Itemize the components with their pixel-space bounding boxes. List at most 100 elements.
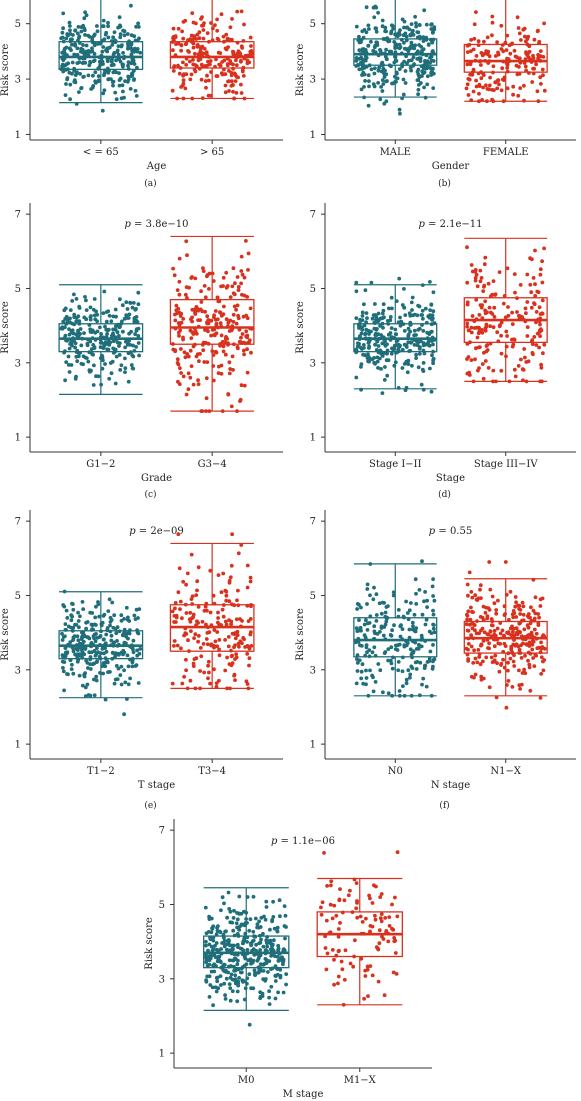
data-point bbox=[531, 656, 535, 660]
data-point bbox=[102, 88, 107, 93]
data-point bbox=[219, 333, 224, 338]
data-point bbox=[92, 52, 97, 56]
data-point bbox=[248, 917, 253, 922]
data-point bbox=[235, 917, 240, 922]
data-point bbox=[493, 653, 498, 658]
data-point bbox=[416, 87, 421, 92]
data-point bbox=[175, 288, 180, 292]
data-point bbox=[506, 660, 510, 665]
data-point bbox=[229, 972, 234, 977]
data-point bbox=[366, 103, 371, 108]
data-point bbox=[412, 343, 417, 347]
data-point bbox=[189, 629, 193, 633]
data-point bbox=[381, 325, 385, 330]
data-point bbox=[386, 604, 390, 608]
data-point bbox=[488, 629, 493, 634]
data-point bbox=[123, 345, 127, 350]
data-point bbox=[485, 614, 490, 618]
data-point bbox=[529, 305, 534, 310]
data-point bbox=[477, 655, 482, 659]
data-point bbox=[356, 341, 360, 346]
data-point bbox=[244, 962, 249, 966]
data-point bbox=[69, 341, 74, 345]
data-point bbox=[247, 646, 252, 651]
data-point bbox=[409, 693, 414, 698]
data-point bbox=[242, 383, 247, 388]
data-point bbox=[517, 647, 522, 652]
data-point bbox=[237, 894, 242, 899]
data-point bbox=[215, 975, 220, 980]
data-point bbox=[240, 641, 244, 646]
data-point bbox=[71, 607, 76, 612]
data-point bbox=[129, 363, 134, 367]
data-point bbox=[412, 46, 417, 51]
data-point bbox=[431, 342, 435, 347]
data-point bbox=[101, 45, 106, 49]
data-point bbox=[92, 693, 97, 698]
data-point bbox=[229, 619, 234, 624]
data-point bbox=[405, 611, 410, 615]
data-point bbox=[414, 626, 419, 631]
data-point bbox=[523, 671, 528, 676]
data-point bbox=[496, 641, 501, 646]
data-point bbox=[132, 46, 137, 51]
data-point bbox=[232, 943, 237, 948]
data-point bbox=[183, 355, 188, 360]
data-point bbox=[106, 339, 111, 344]
data-point bbox=[533, 248, 537, 253]
data-point bbox=[101, 671, 105, 676]
data-point bbox=[420, 69, 425, 74]
data-point bbox=[84, 626, 88, 631]
data-point bbox=[208, 681, 213, 686]
data-point bbox=[417, 34, 422, 39]
data-point bbox=[190, 330, 195, 334]
data-point bbox=[188, 77, 193, 82]
data-point bbox=[512, 272, 517, 276]
data-point bbox=[513, 54, 518, 59]
data-point bbox=[241, 923, 246, 927]
data-point bbox=[371, 689, 376, 694]
data-point bbox=[469, 358, 474, 362]
data-point bbox=[487, 305, 492, 310]
data-point bbox=[512, 611, 517, 616]
data-point bbox=[541, 668, 546, 673]
data-point bbox=[368, 562, 373, 566]
data-point bbox=[397, 276, 402, 281]
data-point bbox=[378, 97, 383, 102]
data-point bbox=[402, 643, 407, 648]
data-point bbox=[214, 932, 219, 937]
data-point bbox=[244, 239, 248, 243]
p-value: 2e−09 bbox=[150, 526, 183, 537]
data-point bbox=[231, 916, 236, 920]
data-point bbox=[486, 49, 491, 54]
data-point bbox=[488, 587, 493, 592]
data-point bbox=[519, 38, 523, 42]
data-point bbox=[526, 658, 530, 663]
data-point bbox=[183, 86, 188, 91]
data-point bbox=[481, 289, 486, 293]
data-point bbox=[196, 565, 201, 570]
data-point bbox=[369, 329, 373, 334]
data-point bbox=[218, 310, 223, 315]
data-point bbox=[375, 316, 379, 321]
data-point bbox=[511, 630, 515, 634]
data-point bbox=[394, 80, 398, 84]
data-point bbox=[242, 979, 247, 984]
data-point bbox=[540, 259, 544, 264]
data-point bbox=[75, 659, 80, 664]
data-point bbox=[319, 905, 323, 910]
data-point bbox=[372, 629, 377, 634]
data-point bbox=[102, 612, 107, 617]
data-point bbox=[492, 315, 497, 319]
data-point bbox=[240, 272, 245, 277]
panel-label: (d) bbox=[438, 489, 451, 500]
data-point bbox=[379, 85, 383, 89]
data-point bbox=[531, 276, 536, 280]
x-tick-label: FEMALE bbox=[483, 147, 529, 158]
data-point bbox=[216, 371, 221, 375]
data-point bbox=[346, 893, 351, 898]
data-point bbox=[232, 304, 237, 309]
data-point bbox=[243, 986, 248, 991]
data-point bbox=[283, 913, 288, 918]
data-point bbox=[367, 27, 371, 31]
